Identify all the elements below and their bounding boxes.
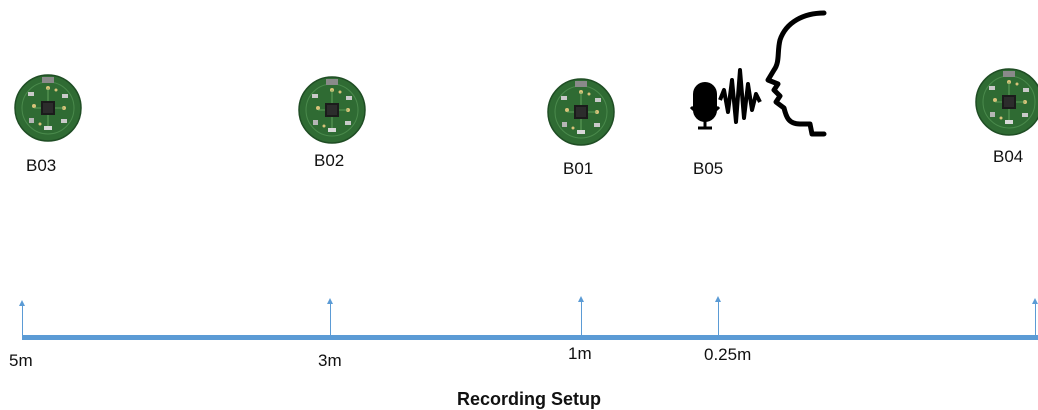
distance-tick-3m	[327, 298, 333, 337]
sensor-board-b03	[14, 74, 82, 142]
distance-tick-5m	[19, 300, 25, 337]
sensor-board-b02	[298, 76, 366, 144]
distance-label-3m: 3m	[318, 351, 342, 370]
device-label-b01: B01	[563, 159, 594, 178]
sensor-board-b04	[975, 68, 1038, 136]
device-label-b02: B02	[314, 151, 345, 170]
speaker-microphone-icon	[688, 10, 838, 140]
distance-label-025m: 0.25m	[704, 345, 752, 364]
distance-label-1m: 1m	[568, 344, 592, 363]
distance-label-5m: 5m	[9, 351, 33, 370]
device-label-b05: B05	[693, 159, 724, 178]
device-label-b04: B04	[993, 147, 1024, 166]
distance-tick-end	[1032, 298, 1038, 337]
distance-tick-025m	[715, 296, 721, 337]
distance-tick-1m	[578, 296, 584, 337]
distance-axis	[22, 335, 1038, 340]
sensor-board-b01	[547, 78, 615, 146]
device-label-b03: B03	[26, 156, 57, 175]
diagram-title: Recording Setup	[456, 389, 601, 409]
